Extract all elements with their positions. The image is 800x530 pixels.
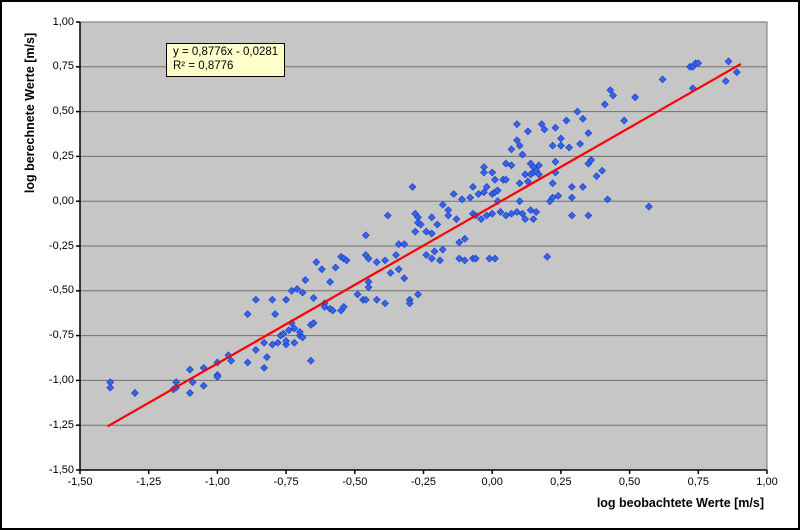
x-tick-label: -1,00 — [204, 476, 230, 488]
x-tick-label: 1,00 — [756, 476, 778, 488]
y-tick-label: -0,25 — [48, 239, 74, 252]
x-tick-label: -0,50 — [342, 476, 368, 488]
x-tick-label: -1,25 — [136, 476, 162, 488]
x-axis-title: log beobachtete Werte [m/s] — [596, 496, 764, 510]
y-tick-label: 0,50 — [52, 105, 74, 118]
y-tick-label: -1,25 — [48, 418, 74, 431]
trendline-equation: y = 0,8776x - 0,0281 — [173, 46, 279, 58]
x-tick-label: -1,50 — [67, 476, 93, 488]
x-tick-label: 0,50 — [618, 476, 641, 488]
y-tick-label: -0,50 — [48, 284, 74, 297]
y-tick-label: 1,00 — [52, 15, 74, 28]
x-tick-label: 0,75 — [687, 476, 709, 488]
y-tick-label: 0,00 — [52, 194, 74, 207]
r-squared-value: R² = 0,8776 — [173, 59, 234, 72]
trendline-equation-box: y = 0,8776x - 0,0281 R² = 0,8776 — [166, 43, 286, 77]
x-tick-label: -0,75 — [273, 476, 299, 488]
y-tick-label: 0,75 — [52, 60, 74, 73]
x-tick-label: 0,25 — [550, 476, 572, 488]
y-tick-label: -1,50 — [48, 463, 74, 476]
y-tick-label: -0,75 — [48, 329, 74, 342]
x-tick-label: -0,25 — [410, 476, 437, 488]
y-tick-label: 0,25 — [52, 149, 74, 162]
x-tick-label: 0,00 — [481, 476, 503, 488]
y-tick-label: -1,00 — [48, 373, 74, 386]
